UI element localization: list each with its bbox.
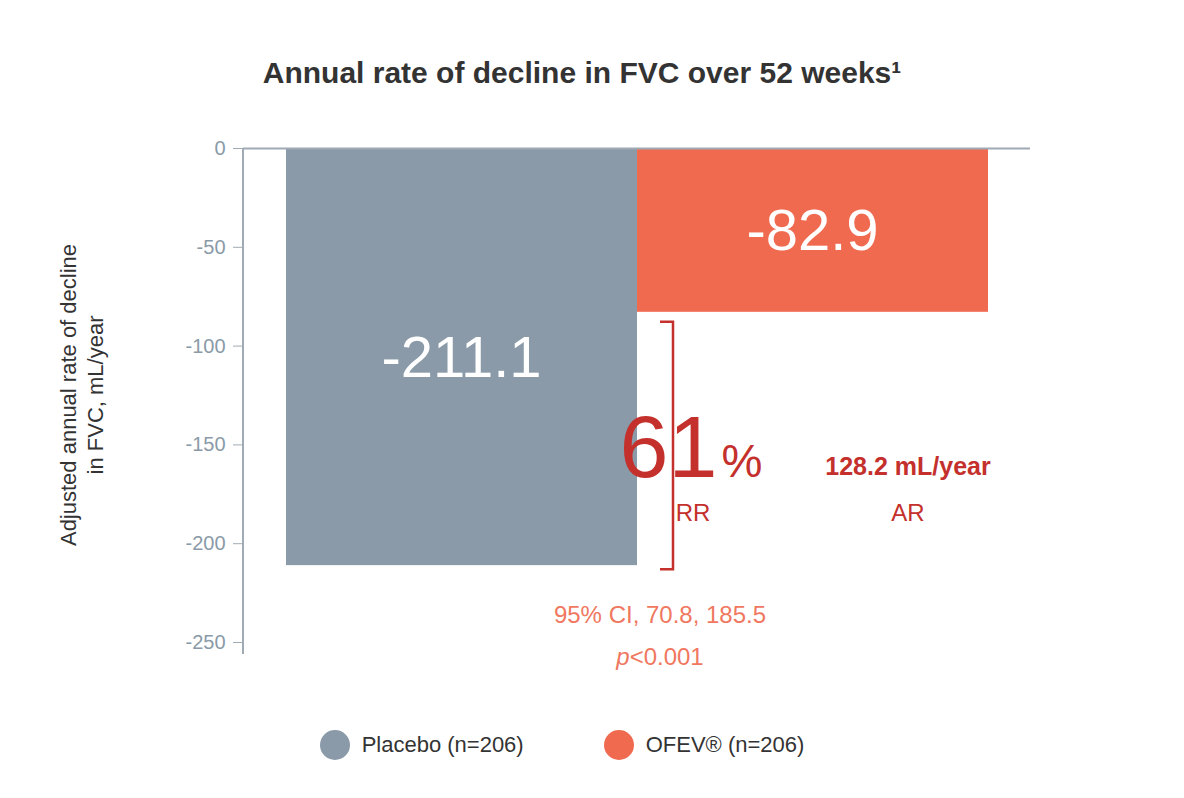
svg-text:128.2 mL/year: 128.2 mL/year <box>825 452 991 480</box>
svg-text:-250: -250 <box>185 631 225 653</box>
html-text:OFEV® (n=206): OFEV® (n=206) <box>645 732 805 757</box>
svg-text:0: 0 <box>214 137 225 159</box>
html-text:Placebo (n=206): Placebo (n=206) <box>361 732 524 757</box>
svg-text:Adjusted annual rate of declin: Adjusted annual rate of declinein FVC, m… <box>56 244 109 546</box>
svg-text:-200: -200 <box>185 532 225 554</box>
svg-text:95% CI, 70.8, 185.5: 95% CI, 70.8, 185.5 <box>554 601 766 628</box>
svg-text:-82.9: -82.9 <box>746 197 878 262</box>
svg-text:61%: 61% <box>620 397 763 496</box>
svg-text:-150: -150 <box>185 433 225 455</box>
svg-text:RR: RR <box>676 499 711 526</box>
svg-text:-50: -50 <box>197 236 226 258</box>
html-text:Annual rate of decline in FVC: Annual rate of decline in FVC over 52 we… <box>262 56 902 89</box>
svg-text:p<0.001: p<0.001 <box>615 643 703 670</box>
svg-text:-211.1: -211.1 <box>381 324 541 389</box>
svg-text:-100: -100 <box>185 335 225 357</box>
svg-text:AR: AR <box>891 499 924 526</box>
